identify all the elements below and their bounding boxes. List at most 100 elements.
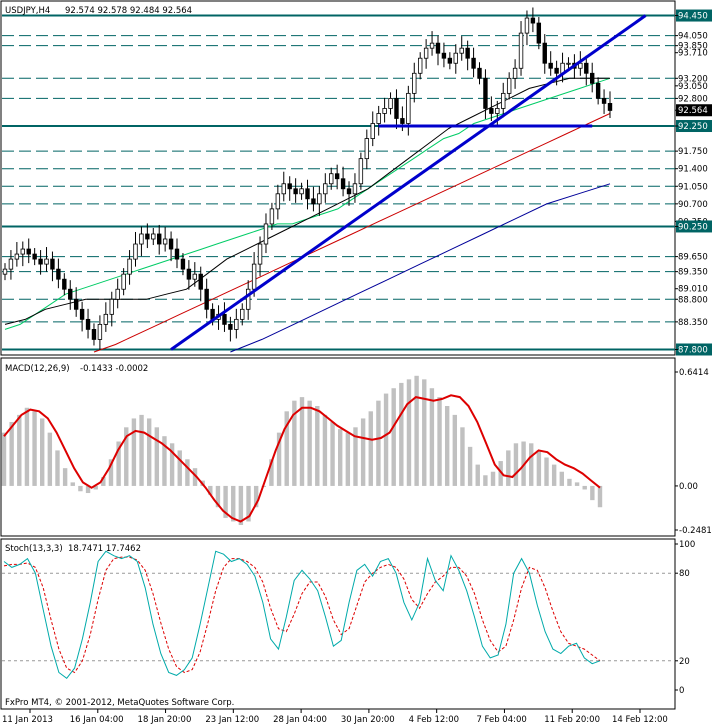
price-tick-label: 94.050 bbox=[678, 32, 708, 42]
candle-body bbox=[412, 72, 417, 94]
price-tick-label: 88.350 bbox=[678, 318, 708, 328]
candle-body bbox=[601, 97, 607, 104]
macd-bar bbox=[55, 450, 60, 486]
price-tick-label: 93.050 bbox=[678, 82, 708, 92]
candle-body bbox=[50, 258, 55, 270]
candle-body bbox=[400, 118, 405, 124]
candle-body bbox=[293, 188, 298, 195]
candle-body bbox=[228, 323, 233, 330]
price-label-box bbox=[676, 220, 712, 233]
price-label-box bbox=[676, 343, 712, 356]
time-tick-label: 4 Feb 12:00 bbox=[409, 715, 459, 725]
price-tick-label: 91.750 bbox=[678, 147, 708, 157]
macd-bar bbox=[1, 432, 7, 486]
candle-body bbox=[139, 233, 144, 245]
macd-plot bbox=[1, 375, 603, 526]
candle-body bbox=[483, 77, 488, 109]
macd-bar bbox=[177, 450, 182, 486]
candle-body bbox=[251, 263, 257, 290]
candle-body bbox=[459, 47, 464, 54]
candle-body bbox=[263, 223, 269, 245]
candle-body bbox=[97, 323, 103, 340]
candle-body bbox=[85, 318, 91, 330]
macd-bar bbox=[590, 485, 595, 501]
macd-bar bbox=[246, 485, 251, 522]
candle-body bbox=[417, 57, 423, 74]
candle-body bbox=[14, 253, 20, 260]
macd-bar bbox=[17, 414, 22, 486]
macd-bar bbox=[383, 393, 389, 486]
candle-body bbox=[151, 233, 156, 240]
candle-body bbox=[186, 268, 192, 280]
stoch-signal-line bbox=[3, 556, 601, 674]
stoch-tick-label: 0 bbox=[679, 686, 684, 696]
candle-body bbox=[447, 57, 453, 64]
time-tick-label: 11 Feb 20:00 bbox=[544, 715, 600, 725]
macd-bar bbox=[208, 485, 213, 495]
macd-bar bbox=[467, 446, 473, 486]
macd-bar bbox=[437, 397, 442, 486]
price-tick-label: 92.564 bbox=[678, 106, 708, 116]
candle-body bbox=[388, 97, 393, 109]
macd-bar bbox=[544, 457, 549, 486]
macd-bar bbox=[406, 379, 412, 486]
macd-panel-frame bbox=[0, 357, 676, 537]
stoch-panel-frame bbox=[0, 538, 676, 710]
price-tick-label: 94.450 bbox=[678, 12, 708, 22]
macd-bar bbox=[9, 421, 14, 486]
macd-tick-label: 0.6414 bbox=[679, 368, 709, 378]
macd-bar bbox=[215, 485, 221, 508]
candle-body bbox=[198, 273, 203, 290]
macd-bar bbox=[238, 485, 244, 526]
candle-body bbox=[512, 67, 518, 79]
macd-bar bbox=[551, 464, 557, 486]
macd-bar bbox=[559, 471, 564, 486]
candle-body bbox=[162, 238, 168, 245]
candle-body bbox=[133, 243, 138, 260]
candle-body bbox=[542, 42, 547, 64]
candle-body bbox=[317, 193, 322, 205]
candle-body bbox=[299, 188, 304, 195]
macd-bar bbox=[139, 414, 144, 486]
price-tick-label: 89.010 bbox=[678, 285, 708, 295]
price-tick-label: 91.050 bbox=[678, 182, 708, 192]
price-tick-label: 89.650 bbox=[678, 253, 708, 263]
macd-axis: 0.6414 0.00 -0.2481 bbox=[675, 368, 712, 536]
macd-bar bbox=[124, 427, 129, 486]
macd-bar bbox=[32, 411, 37, 486]
time-tick-label: 30 Jan 20:00 bbox=[341, 715, 395, 725]
price-tick-label: 87.800 bbox=[678, 345, 708, 355]
macd-bar bbox=[444, 405, 450, 486]
macd-bar bbox=[483, 475, 488, 486]
candle-body bbox=[91, 329, 97, 340]
price-tick-label: 90.250 bbox=[678, 222, 708, 232]
ma-line-navy bbox=[230, 183, 611, 353]
candle-body bbox=[240, 308, 245, 320]
candle-body bbox=[56, 268, 61, 280]
trendlines[interactable] bbox=[170, 14, 647, 351]
macd-bar bbox=[223, 485, 228, 518]
macd-bar bbox=[345, 432, 351, 486]
macd-bar bbox=[62, 468, 68, 486]
candle-body bbox=[115, 288, 120, 300]
macd-bar bbox=[582, 485, 587, 490]
macd-bar bbox=[513, 443, 519, 486]
macd-bar bbox=[475, 464, 480, 486]
candle-body bbox=[287, 183, 292, 190]
macd-bar bbox=[368, 411, 373, 486]
chart-symbol: USDJPY,H4 bbox=[5, 6, 50, 16]
macd-bar bbox=[597, 485, 603, 508]
stoch-tick-label: 80 bbox=[679, 569, 690, 579]
candle-body bbox=[471, 57, 476, 69]
candle-body bbox=[358, 158, 364, 185]
candle-body bbox=[370, 123, 375, 139]
candle-body bbox=[174, 248, 180, 260]
time-tick-label: 11 Jan 2013 bbox=[2, 715, 53, 725]
candle-body bbox=[323, 183, 328, 195]
price-tick-label: 93.850 bbox=[678, 42, 708, 52]
macd-bar bbox=[574, 482, 580, 486]
candle-body bbox=[554, 67, 559, 74]
macd-bar bbox=[307, 400, 312, 486]
